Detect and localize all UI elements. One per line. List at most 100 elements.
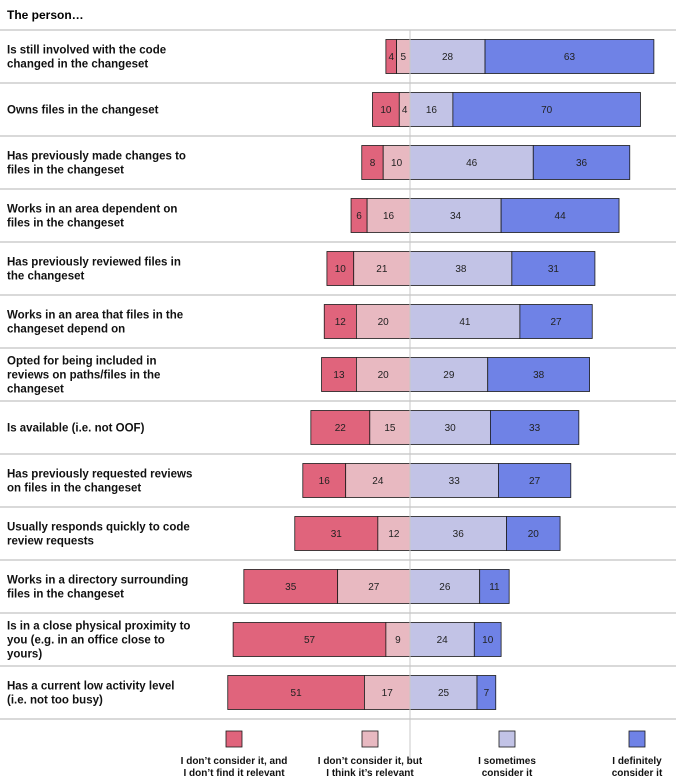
data-label: 16 — [383, 211, 395, 222]
bar-sometimes-consider — [409, 145, 534, 180]
row-label: yours) — [7, 649, 42, 661]
legend-label: I don’t consider it, but — [318, 756, 423, 767]
data-label: 11 — [489, 582, 500, 593]
data-label: 25 — [438, 688, 450, 699]
bar-sometimes-consider — [409, 357, 489, 392]
row-label: reviews on paths/files in the — [7, 370, 160, 382]
bar-definitely-consider — [476, 675, 497, 710]
row-label: Opted for being included in — [7, 356, 157, 368]
bar-relevant-not-considered — [369, 410, 411, 445]
data-label: 28 — [442, 52, 454, 63]
legend-label: I don’t find it relevant — [183, 768, 285, 779]
row-label: Has previously reviewed files in — [7, 257, 181, 269]
data-label: 30 — [445, 423, 457, 434]
bar-relevant-not-considered — [355, 357, 411, 392]
row-label: Usually responds quickly to code — [7, 522, 190, 534]
bar-definitely-consider — [519, 304, 593, 339]
row-label: Owns files in the changeset — [7, 105, 159, 117]
bar-definitely-consider — [511, 251, 596, 286]
bar-relevant-not-considered — [364, 675, 411, 710]
data-label: 20 — [378, 317, 390, 328]
bar-definitely-consider — [498, 463, 572, 498]
data-label: 9 — [395, 635, 401, 646]
bar-definitely-consider — [500, 198, 620, 233]
row-label: Works in a directory surrounding — [7, 575, 188, 587]
bar-definitely-consider — [506, 516, 561, 551]
legend-swatch — [361, 730, 379, 748]
data-label: 4 — [388, 52, 394, 63]
bar-not-relevant — [323, 304, 357, 339]
data-label: 12 — [335, 317, 347, 328]
data-label: 26 — [439, 582, 451, 593]
data-label: 13 — [333, 370, 345, 381]
data-label: 36 — [453, 529, 465, 540]
data-label: 4 — [402, 105, 408, 116]
data-label: 5 — [401, 52, 407, 63]
data-label: 31 — [548, 264, 560, 275]
row-label: Is still involved with the code — [7, 45, 166, 57]
data-label: 46 — [466, 158, 478, 169]
row-label: files in the changeset — [7, 165, 124, 177]
row-label: on files in the changeset — [7, 483, 141, 495]
data-label: 33 — [529, 423, 541, 434]
bar-not-relevant — [294, 516, 379, 551]
data-label: 34 — [450, 211, 462, 222]
row-label: (i.e. not too busy) — [7, 695, 103, 707]
data-label: 10 — [391, 158, 403, 169]
bar-definitely-consider — [473, 622, 502, 657]
bar-definitely-consider — [489, 410, 580, 445]
legend-label: I don’t consider it, and — [181, 756, 288, 767]
legend-label: I think it’s relevant — [326, 768, 414, 779]
bar-not-relevant — [321, 357, 357, 392]
data-label: 7 — [484, 688, 490, 699]
data-label: 31 — [331, 529, 343, 540]
row-label: review requests — [7, 536, 94, 548]
data-label: 41 — [459, 317, 471, 328]
bar-sometimes-consider — [409, 410, 491, 445]
data-label: 6 — [356, 211, 362, 222]
row-label: changed in the changeset — [7, 59, 148, 71]
data-label: 12 — [388, 529, 400, 540]
bar-sometimes-consider — [409, 675, 478, 710]
row-label: changeset — [7, 384, 64, 396]
chart-title: The person… — [7, 8, 84, 22]
data-label: 21 — [376, 264, 388, 275]
row-label: Is in a close physical proximity to — [7, 621, 190, 633]
bar-relevant-not-considered — [353, 251, 411, 286]
data-label: 24 — [437, 635, 449, 646]
data-label: 16 — [319, 476, 331, 487]
bar-definitely-consider — [487, 357, 590, 392]
data-label: 27 — [529, 476, 541, 487]
data-label: 10 — [335, 264, 347, 275]
row-label: Has previously made changes to — [7, 151, 186, 163]
bar-sometimes-consider — [409, 198, 502, 233]
data-label: 33 — [449, 476, 461, 487]
row-label: the changeset — [7, 271, 84, 283]
legend-label: consider it — [482, 768, 533, 779]
data-label: 20 — [378, 370, 390, 381]
legend-swatch — [498, 730, 516, 748]
bar-relevant-not-considered — [345, 463, 411, 498]
bar-definitely-consider — [484, 39, 655, 74]
legend-label: consider it — [612, 768, 663, 779]
bar-definitely-consider — [532, 145, 631, 180]
legend-swatch — [225, 730, 243, 748]
row-label: Has a current low activity level — [7, 681, 174, 693]
row-label: Has previously requested reviews — [7, 469, 192, 481]
bar-not-relevant — [326, 251, 355, 286]
bar-relevant-not-considered — [382, 145, 411, 180]
data-label: 38 — [455, 264, 467, 275]
data-label: 10 — [380, 105, 392, 116]
data-label: 22 — [335, 423, 347, 434]
data-label: 24 — [372, 476, 384, 487]
data-label: 20 — [528, 529, 540, 540]
data-label: 15 — [384, 423, 396, 434]
bar-definitely-consider — [479, 569, 510, 604]
row-label: changeset depend on — [7, 324, 125, 336]
data-label: 17 — [382, 688, 394, 699]
bar-relevant-not-considered — [366, 198, 411, 233]
bar-not-relevant — [227, 675, 365, 710]
data-label: 10 — [482, 635, 494, 646]
data-label: 44 — [555, 211, 567, 222]
row-label: files in the changeset — [7, 218, 124, 230]
